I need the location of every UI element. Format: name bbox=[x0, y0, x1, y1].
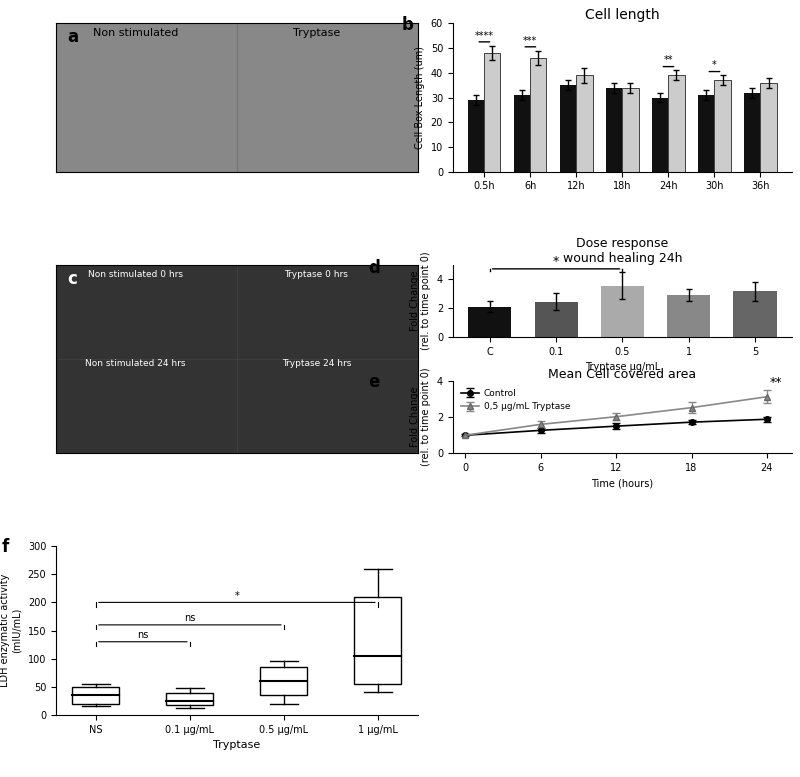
Bar bbox=[468, 307, 511, 337]
Bar bbox=[734, 291, 777, 337]
Bar bbox=[669, 75, 685, 172]
Text: *: * bbox=[553, 255, 559, 268]
FancyBboxPatch shape bbox=[260, 667, 307, 695]
Bar bbox=[698, 95, 714, 172]
Bar bbox=[667, 295, 710, 337]
Title: Cell length: Cell length bbox=[585, 8, 660, 22]
Legend: Control, 0,5 μg/mL Tryptase: Control, 0,5 μg/mL Tryptase bbox=[458, 385, 574, 415]
FancyBboxPatch shape bbox=[166, 694, 214, 705]
Text: **: ** bbox=[664, 55, 673, 65]
Text: *: * bbox=[234, 591, 239, 601]
Y-axis label: Cell Box Length (um): Cell Box Length (um) bbox=[415, 46, 425, 149]
Text: **: ** bbox=[770, 375, 782, 388]
Text: f: f bbox=[2, 538, 9, 556]
FancyBboxPatch shape bbox=[354, 597, 402, 684]
Bar bbox=[576, 75, 593, 172]
Text: ***: *** bbox=[523, 36, 538, 46]
X-axis label: Tryptase: Tryptase bbox=[214, 740, 261, 750]
Y-axis label: LDH enzymatic activity
(mIU/mL): LDH enzymatic activity (mIU/mL) bbox=[1, 574, 22, 687]
Title: Mean Cell covered area: Mean Cell covered area bbox=[548, 368, 697, 381]
X-axis label: Time (hours): Time (hours) bbox=[591, 479, 654, 489]
Text: Non stimulated 0 hrs: Non stimulated 0 hrs bbox=[88, 270, 183, 279]
Bar bbox=[560, 85, 576, 172]
Bar bbox=[714, 80, 730, 172]
Bar bbox=[530, 58, 546, 172]
Bar bbox=[761, 82, 777, 172]
X-axis label: Tryptase μg/mL: Tryptase μg/mL bbox=[585, 362, 660, 372]
Text: ns: ns bbox=[184, 613, 195, 623]
Text: Tryptase: Tryptase bbox=[293, 28, 340, 38]
Text: Tryptase 0 hrs: Tryptase 0 hrs bbox=[285, 270, 349, 279]
Text: a: a bbox=[67, 28, 78, 46]
Bar bbox=[468, 100, 484, 172]
Bar bbox=[744, 92, 761, 172]
Text: d: d bbox=[368, 259, 380, 277]
Text: ****: **** bbox=[475, 30, 494, 40]
Text: Non stimulated 24 hrs: Non stimulated 24 hrs bbox=[86, 359, 186, 368]
Text: Tryptase 24 hrs: Tryptase 24 hrs bbox=[282, 359, 351, 368]
Y-axis label: Fold Change
(rel. to time point 0): Fold Change (rel. to time point 0) bbox=[410, 368, 431, 466]
Text: e: e bbox=[368, 374, 379, 392]
Bar bbox=[622, 88, 638, 172]
Bar bbox=[534, 301, 578, 337]
Text: b: b bbox=[402, 16, 414, 34]
Text: *: * bbox=[712, 61, 717, 70]
Text: ns: ns bbox=[138, 630, 149, 640]
Bar bbox=[484, 53, 501, 172]
Bar bbox=[601, 286, 644, 337]
Text: c: c bbox=[67, 270, 77, 288]
Bar bbox=[514, 95, 530, 172]
FancyBboxPatch shape bbox=[73, 687, 119, 704]
Text: Non stimulated: Non stimulated bbox=[93, 28, 178, 38]
Bar bbox=[652, 98, 669, 172]
Y-axis label: Fold Change
(rel. to time point 0): Fold Change (rel. to time point 0) bbox=[410, 252, 431, 350]
Bar bbox=[606, 88, 622, 172]
Title: Dose response
wound healing 24h: Dose response wound healing 24h bbox=[562, 236, 682, 264]
